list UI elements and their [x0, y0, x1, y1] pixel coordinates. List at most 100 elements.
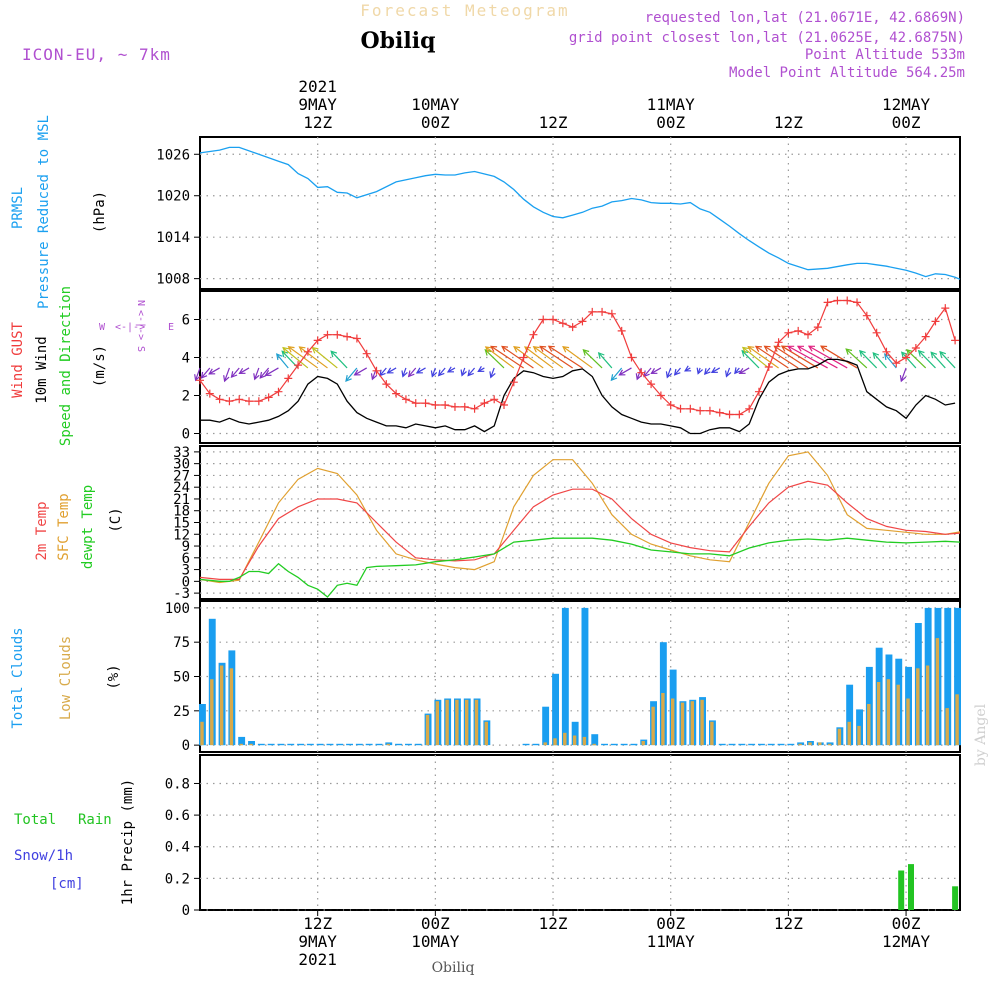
- clouds-label-a: Total Clouds: [10, 627, 26, 728]
- wind-arrow-head: [547, 345, 555, 352]
- top-tick-label: 9MAY: [298, 95, 337, 114]
- wind-arrow-head: [401, 370, 408, 378]
- watermark: by Angel: [973, 703, 989, 766]
- wind-arrow-head: [665, 371, 673, 379]
- clouds-ytick-label: 50: [173, 670, 190, 686]
- wind-arrow: [208, 367, 220, 375]
- bottom-tick-label: 00Z: [421, 914, 450, 933]
- total-cloud-bar: [542, 706, 550, 746]
- total-cloud-bar: [610, 743, 618, 746]
- wind-arrow-head: [610, 374, 618, 382]
- gust-marker: [774, 338, 783, 347]
- wind-arrow: [282, 347, 309, 369]
- wind-arrow-head: [407, 370, 415, 378]
- wind-arrow: [859, 350, 878, 369]
- sfc-temp-series-line: [199, 451, 961, 584]
- low-cloud-bar: [690, 701, 694, 746]
- gust-marker: [705, 406, 714, 415]
- temp2m-series-line: [199, 480, 961, 580]
- wind-label-b: 10m Wind: [34, 336, 50, 403]
- wind-arrow: [748, 346, 779, 369]
- total-cloud-bar: [248, 741, 255, 746]
- clouds-frame: [199, 600, 961, 753]
- wind-arrow-head: [820, 345, 828, 352]
- clouds-ytick-label: 0: [182, 738, 190, 754]
- gust-marker: [637, 368, 646, 377]
- low-cloud-bar: [563, 732, 567, 746]
- wind-arrow: [598, 352, 613, 369]
- wind-label-a: Wind GUST: [10, 322, 26, 398]
- gust-marker: [598, 307, 607, 316]
- top-tick-label: 12MAY: [882, 95, 931, 114]
- low-cloud-bar: [857, 725, 861, 746]
- wind-arrow-head: [635, 373, 643, 381]
- wind-arrow-head: [532, 346, 540, 353]
- top-tick-label: 12Z: [774, 113, 803, 132]
- wind-arrow-head: [906, 349, 913, 356]
- total-cloud-bar: [375, 743, 383, 746]
- wind-arrow: [259, 367, 270, 379]
- gust-marker: [666, 401, 675, 409]
- total-cloud-bar: [758, 743, 765, 746]
- gust-marker: [588, 307, 597, 316]
- footer-location: Obiliq: [432, 960, 475, 976]
- gust-marker: [235, 395, 244, 404]
- gust-marker: [754, 387, 763, 396]
- rain-label-b: Rain: [78, 812, 112, 828]
- total-cloud-bar: [787, 743, 795, 746]
- total-cloud-bar: [414, 743, 422, 746]
- gust-marker: [617, 326, 626, 335]
- wind-arrow-head: [787, 345, 795, 352]
- low-cloud-bar: [200, 721, 204, 746]
- wind-arrow: [299, 346, 328, 369]
- rain-label-a: Total: [14, 812, 56, 828]
- wind-arrow-head: [930, 351, 938, 359]
- pressure-ytick-label: 1026: [156, 147, 190, 163]
- gust-marker: [686, 404, 695, 413]
- wind-arrow: [742, 346, 770, 369]
- rain-bar: [952, 886, 959, 910]
- wind-arrow-head: [796, 345, 804, 352]
- wind-arrow-head: [311, 346, 319, 354]
- wind-arrow: [461, 367, 466, 376]
- gust-marker: [519, 353, 528, 362]
- wind-arrow-head: [345, 374, 352, 382]
- model-altitude: Model Point Altitude 564.25m: [729, 65, 965, 81]
- precip-title: 1hr Precip (mm): [120, 779, 136, 905]
- bottom-tick-label: 9MAY: [298, 932, 337, 951]
- gust-marker: [196, 376, 204, 385]
- total-cloud-bar: [316, 743, 324, 746]
- wind-arrow-head: [281, 350, 289, 358]
- low-cloud-bar: [386, 743, 390, 746]
- total-cloud-bar: [365, 743, 373, 746]
- gust-marker: [696, 406, 705, 415]
- top-tick-label: 00Z: [656, 113, 685, 132]
- wind-arrow: [900, 367, 907, 382]
- gust-marker: [725, 410, 734, 419]
- wind-arrow: [224, 367, 230, 382]
- requested-coords: requested lon,lat (21.0671E, 42.6869N): [645, 10, 965, 26]
- gust-marker: [431, 401, 440, 409]
- wind-arrow: [239, 367, 250, 374]
- gust-marker: [715, 408, 724, 417]
- top-tick-label: 12Z: [539, 113, 568, 132]
- snow-label: Snow/1h: [14, 848, 73, 864]
- total-cloud-bar: [561, 607, 569, 746]
- total-cloud-bar: [336, 743, 344, 746]
- wind-arrow: [438, 367, 446, 376]
- wind-arrow-head: [238, 367, 246, 375]
- precip-panel: Total Rain Snow/1h [cm] 1hr Precip (mm): [14, 779, 960, 911]
- wind-arrow-head: [489, 371, 496, 379]
- wind-arrow-head: [738, 367, 746, 375]
- gust-marker: [794, 326, 803, 335]
- low-cloud-bar: [572, 735, 577, 746]
- pressure-label-b: Pressure Reduced to MSL: [36, 115, 52, 309]
- temp-ytick-label: -3: [173, 586, 190, 602]
- top-tick-label: 10MAY: [411, 95, 460, 114]
- wind-arrow: [345, 367, 358, 382]
- bottom-tick-label: 00Z: [656, 914, 685, 933]
- total-cloud-bar: [326, 743, 334, 746]
- gust-marker: [627, 353, 636, 362]
- dewpt-series-line: [199, 537, 961, 598]
